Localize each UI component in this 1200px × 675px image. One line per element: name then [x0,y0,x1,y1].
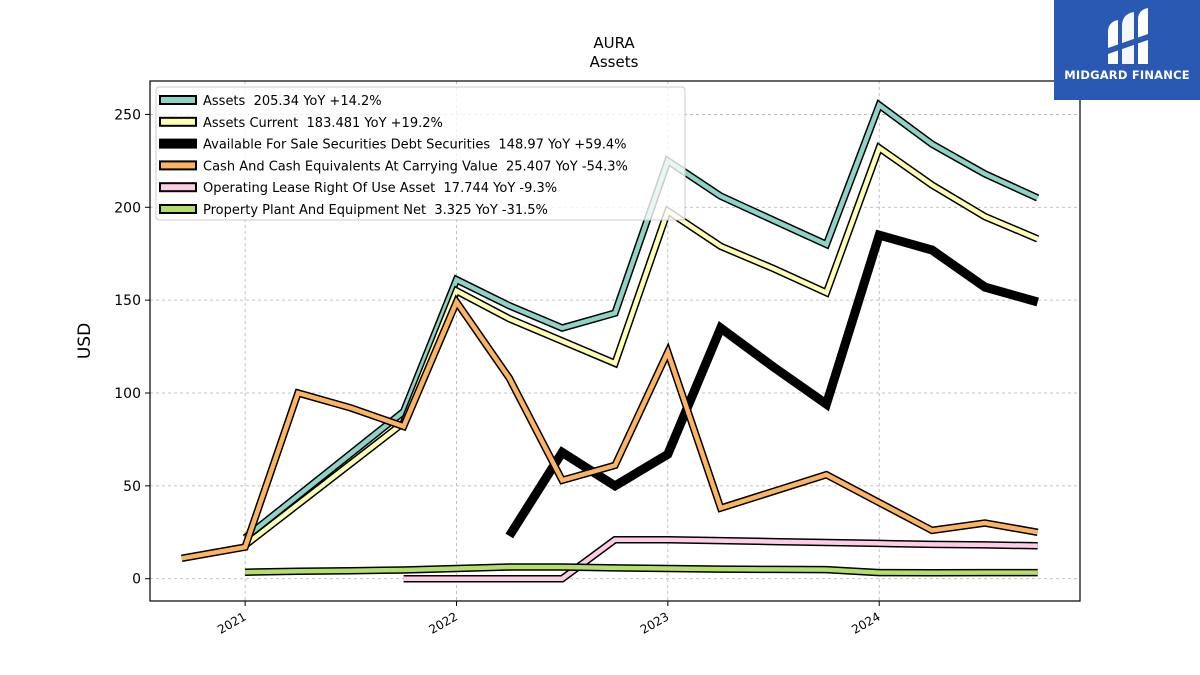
legend-label: Assets Current 183.481 YoY +19.2% [203,116,443,131]
legend-swatch [159,95,197,105]
y-axis-label: USD [75,323,95,359]
legend-box [155,86,686,221]
legend-label: Operating Lease Right Of Use Asset 17.74… [203,181,557,196]
x-tick-label: 2021 [215,609,248,636]
y-axis: 0 50 100 150 200 250 [114,107,150,588]
legend-item: Available For Sale Securities Debt Secur… [159,138,626,153]
plot-frame [149,80,1081,602]
legend: Assets 205.34 YoY +14.2% Assets Current 1… [155,86,686,221]
series-line [243,101,1039,540]
series-5 [245,563,1038,577]
midgard-m-icon [1108,8,1148,64]
series-3 [181,294,1039,562]
series-1 [242,142,1040,549]
legend-item: Cash And Cash Equivalents At Carrying Va… [159,159,628,174]
series-0 [242,99,1040,541]
y-tick-label: 50 [123,479,141,495]
x-tick-label: 2024 [849,609,882,636]
legend-swatch [159,160,197,171]
legend-swatch [159,116,197,127]
series-line [181,297,1039,561]
series-line [245,564,1038,576]
legend-label: Cash And Cash Equivalents At Carrying Va… [203,159,628,174]
x-tick-label: 2023 [638,609,671,636]
legend-label: Available For Sale Securities Debt Secur… [203,138,626,153]
chart-subtitle: Assets [590,53,639,71]
legend-item: Assets 205.34 YoY +14.2% [159,94,382,109]
series-line [243,144,1039,548]
y-tick-label: 200 [114,200,141,216]
legend-item: Property Plant And Equipment Net 3.325 Y… [159,203,548,218]
y-tick-label: 150 [114,293,141,309]
chart-title: AURA [593,34,635,52]
x-axis: 2021 2022 2023 2024 [215,601,883,637]
y-tick-label: 0 [132,572,141,588]
series-4 [403,535,1038,583]
brand-name: MIDGARD FINANCE [1064,68,1190,82]
series-line [505,229,1039,539]
y-tick-label: 250 [114,107,141,123]
series-2 [505,229,1039,539]
series-layer [181,99,1040,583]
legend-label: Property Plant And Equipment Net 3.325 Y… [203,203,548,218]
brand-logo: MIDGARD FINANCE [1054,0,1200,100]
legend-swatch [159,204,197,214]
legend-item: Assets Current 183.481 YoY +19.2% [159,116,443,131]
legend-item: Operating Lease Right Of Use Asset 17.74… [159,181,557,196]
legend-label: Assets 205.34 YoY +14.2% [203,94,382,109]
x-tick-label: 2022 [427,609,460,636]
y-tick-label: 100 [114,386,141,402]
series-line [403,537,1038,581]
legend-swatch [159,138,197,149]
legend-swatch [159,182,197,193]
